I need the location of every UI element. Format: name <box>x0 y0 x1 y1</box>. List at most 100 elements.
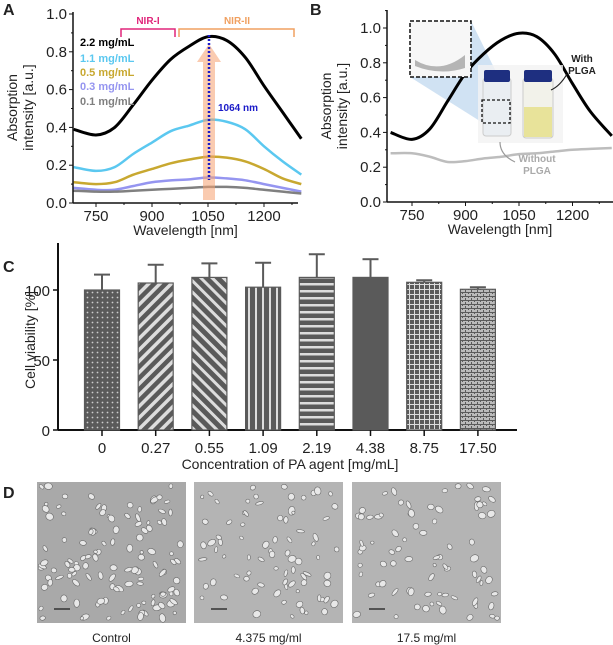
cell <box>150 599 156 607</box>
cell <box>478 512 487 520</box>
cell <box>200 541 207 550</box>
cell <box>472 597 479 606</box>
series-line-with-plga <box>390 31 613 141</box>
cell <box>330 599 339 608</box>
without-plga-label: Without <box>518 154 556 165</box>
cell <box>466 482 474 490</box>
x-tick-label: 17.50 <box>459 440 497 457</box>
vial-without-plga <box>482 77 512 137</box>
bar-17.50 <box>459 288 496 431</box>
inset-photo <box>409 20 472 78</box>
cell <box>199 595 205 600</box>
cell <box>391 487 398 496</box>
cell <box>156 520 162 525</box>
legend: 2.2 mg/mL 1.1 mg/mL 0.5 mg/mL 0.3 mg/mL 0.1 … <box>80 37 135 108</box>
y-tick-label: 0.0 <box>360 194 381 211</box>
cell <box>137 576 144 581</box>
cell <box>269 550 276 558</box>
series-line-0-1-mg-ml <box>73 185 302 195</box>
cell <box>168 508 173 517</box>
cell <box>314 486 322 496</box>
cell <box>99 509 106 516</box>
bar-8.75 <box>406 281 443 431</box>
cell <box>200 494 205 499</box>
cell <box>450 595 458 601</box>
cell <box>214 546 219 553</box>
cell <box>110 538 116 546</box>
cell <box>479 580 484 586</box>
cell <box>39 615 46 621</box>
cell <box>317 594 322 602</box>
cell <box>88 493 95 500</box>
legend-item: 0.5 mg/mL <box>80 67 135 79</box>
cell <box>50 567 57 574</box>
cell <box>72 579 80 587</box>
cell <box>173 588 180 597</box>
cell <box>432 518 438 525</box>
with-plga-label: PLGA <box>568 66 596 77</box>
cell <box>101 540 107 547</box>
cell <box>301 495 307 501</box>
x-tick-label: 4.38 <box>356 440 385 457</box>
cell <box>38 484 45 490</box>
cell <box>299 606 305 615</box>
cell <box>273 566 279 571</box>
cell <box>424 591 432 597</box>
cell <box>128 605 134 612</box>
micrograph-3 <box>352 482 501 623</box>
cell <box>156 494 163 501</box>
cell <box>250 484 256 491</box>
cell <box>391 588 399 596</box>
cell <box>56 504 62 509</box>
nir2-label: NIR-II <box>224 16 250 27</box>
cell <box>141 600 147 605</box>
bar-4.38 <box>352 276 389 431</box>
cell <box>358 507 366 514</box>
cell <box>357 562 363 568</box>
cell <box>328 491 333 497</box>
without-plga-label: PLGA <box>523 166 551 177</box>
y-axis-label: Absorption <box>318 73 334 140</box>
cell <box>82 562 89 570</box>
cell <box>382 491 388 496</box>
cell <box>295 601 304 608</box>
cell <box>316 555 320 560</box>
cell <box>428 573 435 581</box>
cell <box>402 537 407 543</box>
cell <box>284 549 291 557</box>
cell <box>272 536 278 544</box>
y-tick-label: 0.6 <box>46 82 67 99</box>
cell <box>441 592 449 598</box>
cell <box>233 573 240 578</box>
zoom-box <box>481 99 511 124</box>
cell <box>357 513 365 521</box>
x-tick-label: 900 <box>453 207 478 224</box>
cell <box>38 605 44 611</box>
bar-0.27 <box>137 282 174 431</box>
x-tick-label: 0.27 <box>141 440 170 457</box>
legend-item: 1.1 mg/mL <box>80 53 135 65</box>
cell <box>442 563 449 570</box>
panel-label-c: C <box>3 259 15 276</box>
cell <box>45 512 54 521</box>
cell <box>151 594 156 599</box>
cell <box>177 540 184 548</box>
cell <box>287 555 297 563</box>
cell <box>419 530 428 536</box>
cell <box>251 587 259 595</box>
with-plga-label: With <box>571 54 593 65</box>
micrograph-2 <box>194 482 343 623</box>
cell <box>490 591 499 597</box>
cell <box>73 598 80 608</box>
cell <box>96 597 106 605</box>
cell <box>173 577 181 585</box>
cell <box>480 566 488 574</box>
cell <box>429 601 435 607</box>
cell <box>257 582 265 588</box>
x-tick-label: 0 <box>98 440 106 457</box>
series-line-without-plga <box>390 146 612 164</box>
cell <box>379 560 387 568</box>
cell <box>95 503 102 510</box>
cell <box>67 558 74 564</box>
